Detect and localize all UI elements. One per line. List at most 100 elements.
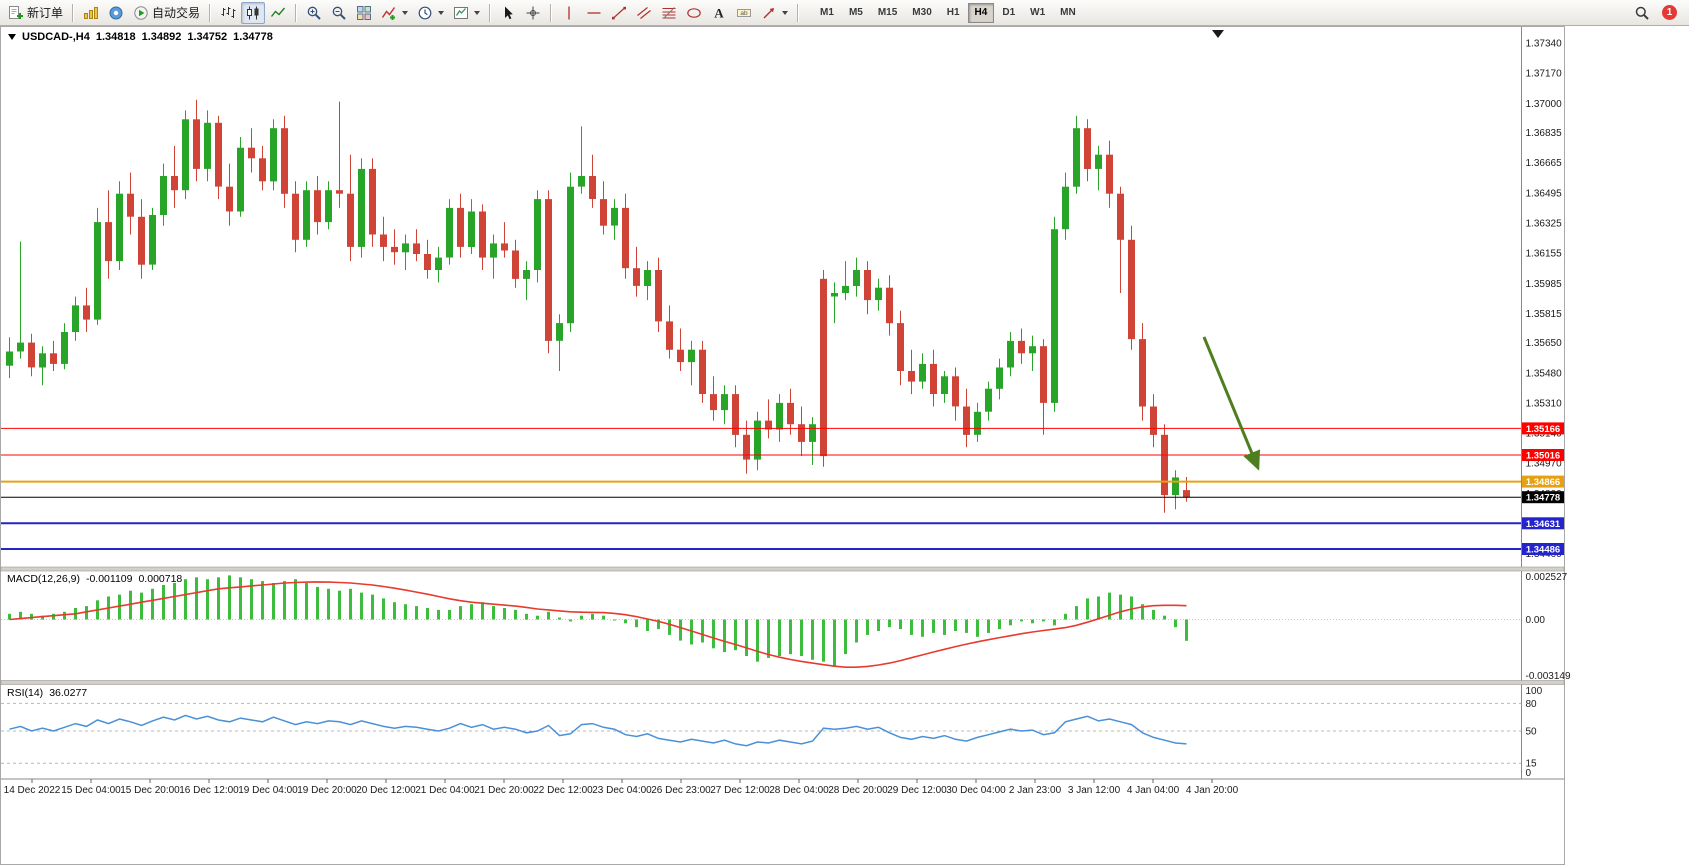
- svg-text:0.00: 0.00: [1526, 615, 1546, 626]
- price-badge-1.35016: 1.35016: [1522, 449, 1564, 462]
- svg-text:19 Dec 20:00: 19 Dec 20:00: [297, 785, 357, 796]
- svg-text:1.34631: 1.34631: [1526, 519, 1561, 530]
- svg-text:1.34970: 1.34970: [1526, 459, 1563, 470]
- indicators-icon: [381, 6, 396, 20]
- svg-text:1.36325: 1.36325: [1526, 219, 1563, 230]
- candlesticks: [6, 99, 1190, 513]
- arrows-button[interactable]: [757, 2, 792, 24]
- new-order-button[interactable]: 新订单: [4, 2, 67, 24]
- svg-text:3 Jan 12:00: 3 Jan 12:00: [1068, 785, 1121, 796]
- cursor-icon: [505, 6, 513, 19]
- svg-text:A: A: [714, 5, 724, 20]
- rsi-levels: [1, 702, 1521, 764]
- timeframe-m5-button[interactable]: M5: [842, 3, 870, 23]
- timeframe-m30-button[interactable]: M30: [905, 3, 938, 23]
- timeframe-h1-button[interactable]: H1: [940, 3, 967, 23]
- chevron-down-icon: [402, 10, 409, 15]
- svg-text:80: 80: [1526, 699, 1538, 710]
- timeframe-w1-button[interactable]: W1: [1023, 3, 1052, 23]
- timeframe-mn-button[interactable]: MN: [1053, 3, 1083, 23]
- timeframe-m1-button[interactable]: M1: [813, 3, 841, 23]
- one-click-trading-toggle-icon[interactable]: [8, 34, 16, 40]
- panel-splitter[interactable]: [0, 566, 1565, 685]
- autotrading-button[interactable]: 自动交易: [129, 2, 204, 24]
- periods-button[interactable]: [413, 2, 448, 24]
- chevron-down-icon: [474, 10, 481, 15]
- zoom-out-button[interactable]: [327, 2, 351, 24]
- svg-text:21 Dec 20:00: 21 Dec 20:00: [474, 785, 534, 796]
- fibonacci-button[interactable]: [657, 2, 681, 24]
- svg-text:15 Dec 20:00: 15 Dec 20:00: [120, 785, 180, 796]
- trendline-button[interactable]: [607, 2, 631, 24]
- svg-text:27 Dec 12:00: 27 Dec 12:00: [710, 785, 770, 796]
- price-badge-1.34631: 1.34631: [1522, 517, 1564, 530]
- macd-axis: 0.002527 0.00 -0.003149: [1526, 572, 1571, 682]
- indicators-button[interactable]: [377, 2, 412, 24]
- profiles-button[interactable]: [104, 2, 128, 24]
- svg-text:0.002527: 0.002527: [1526, 572, 1568, 583]
- crosshair-icon: [526, 6, 540, 19]
- zoom-in-button[interactable]: [302, 2, 326, 24]
- vline-icon: [568, 6, 570, 19]
- zoom-in-icon: [307, 6, 321, 20]
- crosshair-button[interactable]: [521, 2, 545, 24]
- autotrading-button-label: 自动交易: [152, 6, 201, 20]
- svg-text:1.36665: 1.36665: [1526, 158, 1563, 169]
- clock-icon: [418, 6, 432, 19]
- bar-chart-button[interactable]: [216, 2, 240, 24]
- text-button[interactable]: A: [707, 2, 731, 24]
- svg-text:1.36155: 1.36155: [1526, 249, 1563, 260]
- templates-button[interactable]: [449, 2, 484, 24]
- macd-name: MACD(12,26,9): [7, 573, 80, 585]
- svg-text:1.35815: 1.35815: [1526, 309, 1563, 320]
- svg-text:1.35480: 1.35480: [1526, 368, 1563, 379]
- svg-text:22 Dec 12:00: 22 Dec 12:00: [533, 785, 593, 796]
- search-button[interactable]: [1630, 2, 1654, 24]
- shapes-button[interactable]: [682, 2, 706, 24]
- rsi-axis: 100 80 50 150: [1526, 686, 1543, 779]
- svg-text:1.36495: 1.36495: [1526, 188, 1563, 199]
- macd-signal-value: 0.000718: [138, 573, 183, 585]
- ellipse-icon: [687, 7, 701, 18]
- cursor-button[interactable]: [496, 2, 520, 24]
- svg-text:1.37170: 1.37170: [1526, 69, 1563, 80]
- vertical-line-button[interactable]: [557, 2, 581, 24]
- line-chart-button[interactable]: [266, 2, 290, 24]
- candlestick-chart-button[interactable]: [241, 1, 266, 24]
- rsi-line: [9, 714, 1187, 747]
- ohlc-open: 1.34818: [95, 31, 136, 43]
- timeframe-d1-button[interactable]: D1: [995, 3, 1022, 23]
- rsi-name: RSI(14): [7, 687, 44, 699]
- svg-text:1.34778: 1.34778: [1526, 493, 1560, 504]
- horizontal-line-button[interactable]: [582, 2, 606, 24]
- svg-text:ab: ab: [740, 10, 748, 17]
- tile-windows-button[interactable]: [352, 2, 376, 24]
- time-axis: 14 Dec 2022 15 Dec 04:00 15 Dec 20:00 16 De…: [4, 779, 1239, 796]
- line-chart-icon: [270, 7, 286, 17]
- timeframe-m15-button[interactable]: M15: [871, 3, 904, 23]
- ohlc-low: 1.34752: [187, 31, 228, 43]
- timeframe-h4-button[interactable]: H4: [967, 2, 995, 23]
- svg-text:14 Dec 2022: 14 Dec 2022: [4, 785, 61, 796]
- svg-text:15: 15: [1526, 759, 1538, 770]
- candlesticks-icon: [247, 6, 259, 19]
- svg-text:20 Dec 12:00: 20 Dec 12:00: [356, 785, 416, 796]
- svg-text:21 Dec 04:00: 21 Dec 04:00: [415, 785, 475, 796]
- channel-button[interactable]: [632, 2, 656, 24]
- chevron-down-icon: [438, 10, 445, 15]
- svg-text:1.35166: 1.35166: [1526, 424, 1560, 435]
- svg-text:30 Dec 04:00: 30 Dec 04:00: [946, 785, 1006, 796]
- toolbar-separator: [550, 3, 553, 22]
- trend-arrow-annotation[interactable]: [1202, 336, 1261, 471]
- notification-badge[interactable]: 1: [1662, 5, 1677, 20]
- chart-shift-marker[interactable]: [1212, 30, 1224, 38]
- new-chart-button[interactable]: [79, 2, 103, 24]
- text-icon: A: [714, 5, 724, 20]
- svg-text:1.35985: 1.35985: [1526, 279, 1563, 290]
- svg-text:1.34866: 1.34866: [1526, 477, 1560, 488]
- label-button[interactable]: ab: [732, 2, 756, 24]
- svg-text:23 Dec 04:00: 23 Dec 04:00: [592, 785, 652, 796]
